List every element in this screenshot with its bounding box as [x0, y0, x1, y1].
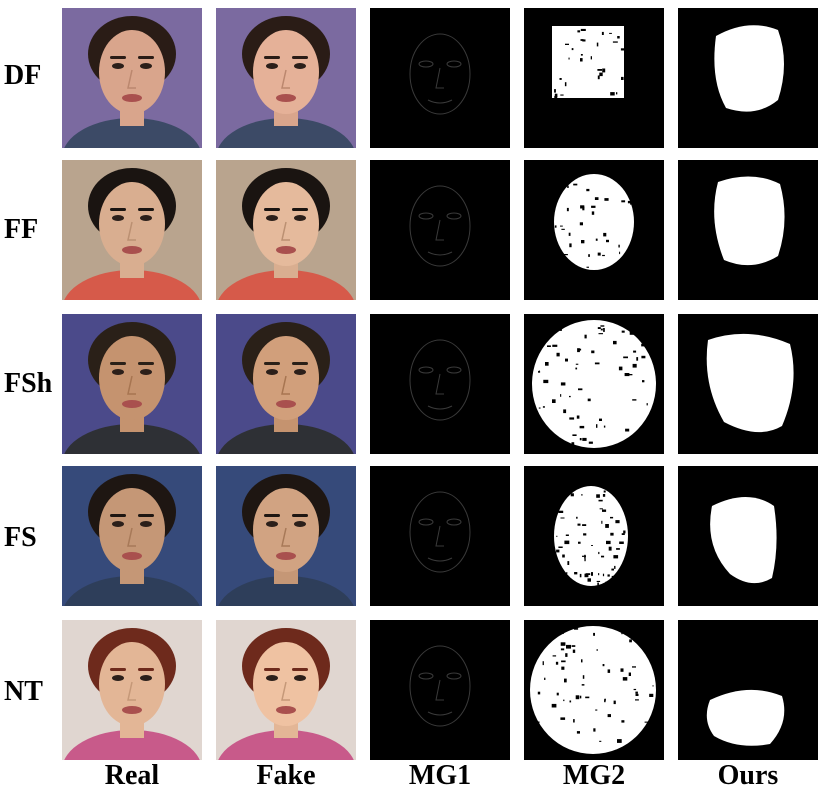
mask-image-mg2-nt — [524, 620, 664, 760]
col-label-fake: Fake — [256, 760, 316, 791]
mask-image-mg1-df — [370, 8, 510, 148]
col-label-real: Real — [104, 760, 160, 791]
mask-image-mg2-fs — [524, 466, 664, 606]
face-image-fake-ff — [216, 160, 356, 300]
face-image-fake-fs — [216, 466, 356, 606]
face-image-real-ff — [62, 160, 202, 300]
mask-image-mg1-fsh — [370, 314, 510, 454]
row-label-fsh: FSh — [4, 368, 53, 399]
col-label-ours: Ours — [717, 760, 779, 791]
mask-image-ours-nt — [678, 620, 818, 760]
mask-image-ours-fs — [678, 466, 818, 606]
mask-image-mg2-fsh — [524, 314, 664, 454]
mask-image-ours-fsh — [678, 314, 818, 454]
mask-image-mg1-nt — [370, 620, 510, 760]
row-label-nt: NT — [4, 676, 43, 707]
mask-image-mg1-ff — [370, 160, 510, 300]
mask-image-mg2-ff — [524, 160, 664, 300]
mask-image-mg1-fs — [370, 466, 510, 606]
col-label-mg1: MG1 — [408, 760, 472, 791]
row-label-df: DF — [4, 60, 42, 91]
face-image-real-fsh — [62, 314, 202, 454]
row-label-ff: FF — [4, 214, 39, 245]
face-image-fake-nt — [216, 620, 356, 760]
face-image-real-nt — [62, 620, 202, 760]
mask-image-mg2-df — [524, 8, 664, 148]
face-image-fake-df — [216, 8, 356, 148]
col-label-mg2: MG2 — [562, 760, 626, 791]
face-image-real-fs — [62, 466, 202, 606]
mask-image-ours-ff — [678, 160, 818, 300]
face-image-real-df — [62, 8, 202, 148]
mask-image-ours-df — [678, 8, 818, 148]
face-image-fake-fsh — [216, 314, 356, 454]
row-label-fs: FS — [4, 522, 37, 553]
